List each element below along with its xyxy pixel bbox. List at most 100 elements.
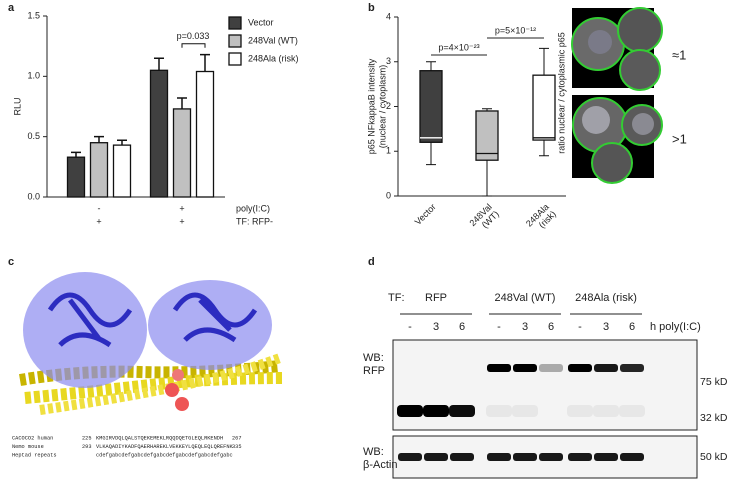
condition-value: - (98, 203, 101, 213)
condition-value: + (179, 203, 184, 213)
whisker (539, 47, 549, 76)
marker-label: 50 kD (700, 451, 728, 463)
error-bar (117, 139, 127, 146)
y-tick-label: 3 (386, 56, 391, 66)
ratio-label: >1 (672, 131, 687, 146)
annotation: p=0.033 (177, 31, 210, 41)
ratio-label: ≈1 (672, 47, 686, 62)
band (512, 405, 538, 417)
band (567, 405, 593, 417)
error-bar (94, 135, 104, 143)
alignment-end: 267 (232, 435, 242, 441)
whisker (539, 140, 549, 157)
error-bar (177, 97, 187, 109)
band (539, 453, 563, 461)
band (594, 364, 618, 372)
annotation: p=5×10⁻¹² (495, 25, 536, 35)
band (568, 364, 592, 372)
whisker (426, 61, 436, 71)
timepoint-label: 6 (548, 321, 554, 333)
tf-label: TF: (388, 292, 405, 304)
y-axis-label: p65 NFkappaB intensity (366, 58, 376, 154)
condition-label: TF: RFP- (236, 216, 273, 226)
blot-label: WB: (363, 352, 384, 364)
legend-label: 248Val (WT) (248, 35, 298, 45)
timepoint-label: 3 (522, 321, 528, 333)
alignment-name: Heptad repeats (12, 452, 57, 458)
band (620, 453, 644, 461)
band (513, 453, 537, 461)
band (620, 364, 644, 372)
condition-value: + (96, 216, 101, 226)
panel-label: c (8, 256, 14, 268)
band (594, 453, 618, 461)
bar (89, 142, 109, 198)
alignment-start: 293 (82, 444, 92, 450)
side-label: ratio nuclear / cytoplasmic p65 (556, 32, 566, 154)
band (568, 453, 592, 461)
legend-swatch (228, 52, 242, 66)
legend-label: 248Ala (risk) (248, 53, 299, 63)
band (423, 405, 449, 417)
band (487, 364, 511, 372)
timepoint-label: 3 (433, 321, 439, 333)
band (487, 453, 511, 461)
legend-label: Vector (248, 17, 274, 27)
condition-label: poly(I:C) (236, 203, 270, 213)
error-bar (71, 151, 81, 158)
band (513, 364, 537, 372)
y-tick-label: 0.5 (27, 131, 40, 141)
band (397, 405, 423, 417)
blot-label: β-Actin (363, 459, 397, 471)
bar (172, 108, 192, 198)
significance-bracket (181, 43, 206, 48)
group-label: RFP (425, 292, 447, 304)
x-tick-label: Vector (413, 202, 438, 227)
y-tick-label: 0 (386, 190, 391, 200)
panel-label: b (368, 2, 375, 14)
group-label: 248Ala (risk) (575, 292, 637, 304)
y-tick-label: 4 (386, 11, 391, 21)
bar (195, 70, 215, 198)
alignment-sequence: cdefgabcdefgabcdefgabcdefgabcdefgabcdefg… (96, 452, 233, 458)
y-axis-label: RLU (12, 97, 22, 115)
y-tick-label: 1.0 (27, 71, 40, 81)
x-tick-label: 248Val(WT) (468, 202, 501, 235)
timepoint-label: - (408, 321, 412, 333)
panel-label: a (8, 2, 15, 14)
box (419, 70, 443, 143)
y-tick-label: 2 (386, 101, 391, 111)
error-bar (200, 53, 210, 72)
marker-label: 75 kD (700, 376, 728, 388)
alignment-sequence: VLKAQADIYKADFQAERHAREKLVEKKEYLQEQLEQLQRE… (96, 444, 234, 450)
timepoint-label: - (497, 321, 501, 333)
alignment-name: CACOCO2 human (12, 435, 53, 441)
whisker (482, 160, 492, 197)
box (475, 110, 499, 161)
whisker (426, 142, 436, 166)
alignment-name: Nemo mouse (12, 444, 44, 450)
y-tick-label: 0.0 (27, 191, 40, 201)
blot-label: WB: (363, 446, 384, 458)
group-label: 248Val (WT) (495, 292, 556, 304)
band (486, 405, 512, 417)
alignment-end: 335 (232, 444, 242, 450)
band (449, 405, 475, 417)
band (619, 405, 645, 417)
micrograph (571, 7, 663, 91)
blot-label: RFP (363, 365, 385, 377)
panel-label: d (368, 256, 375, 268)
timepoint-label: 6 (459, 321, 465, 333)
micrograph (572, 95, 663, 184)
timepoint-label: - (578, 321, 582, 333)
bands (397, 364, 645, 461)
y-tick-label: 1 (386, 146, 391, 156)
condition-value: + (179, 216, 184, 226)
bar (66, 156, 86, 198)
bar (112, 144, 132, 198)
timepoint-label: 3 (603, 321, 609, 333)
band (593, 405, 619, 417)
band (450, 453, 474, 461)
